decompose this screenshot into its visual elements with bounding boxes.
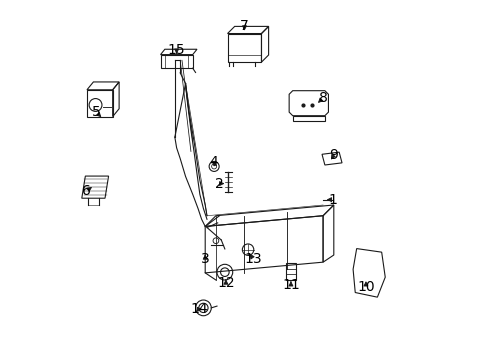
Text: 1: 1 xyxy=(327,193,337,207)
Text: 5: 5 xyxy=(92,105,101,119)
Text: 10: 10 xyxy=(356,280,374,294)
Text: 15: 15 xyxy=(167,42,185,57)
Text: 3: 3 xyxy=(201,252,209,266)
Text: 2: 2 xyxy=(215,176,224,190)
Text: 8: 8 xyxy=(318,91,327,105)
Text: 7: 7 xyxy=(240,19,248,33)
Text: 11: 11 xyxy=(282,278,299,292)
Text: 4: 4 xyxy=(209,155,218,169)
Text: 12: 12 xyxy=(217,276,234,290)
Text: 6: 6 xyxy=(82,184,91,198)
Text: 13: 13 xyxy=(244,252,262,266)
Text: 14: 14 xyxy=(189,302,207,316)
Text: 9: 9 xyxy=(329,148,338,162)
